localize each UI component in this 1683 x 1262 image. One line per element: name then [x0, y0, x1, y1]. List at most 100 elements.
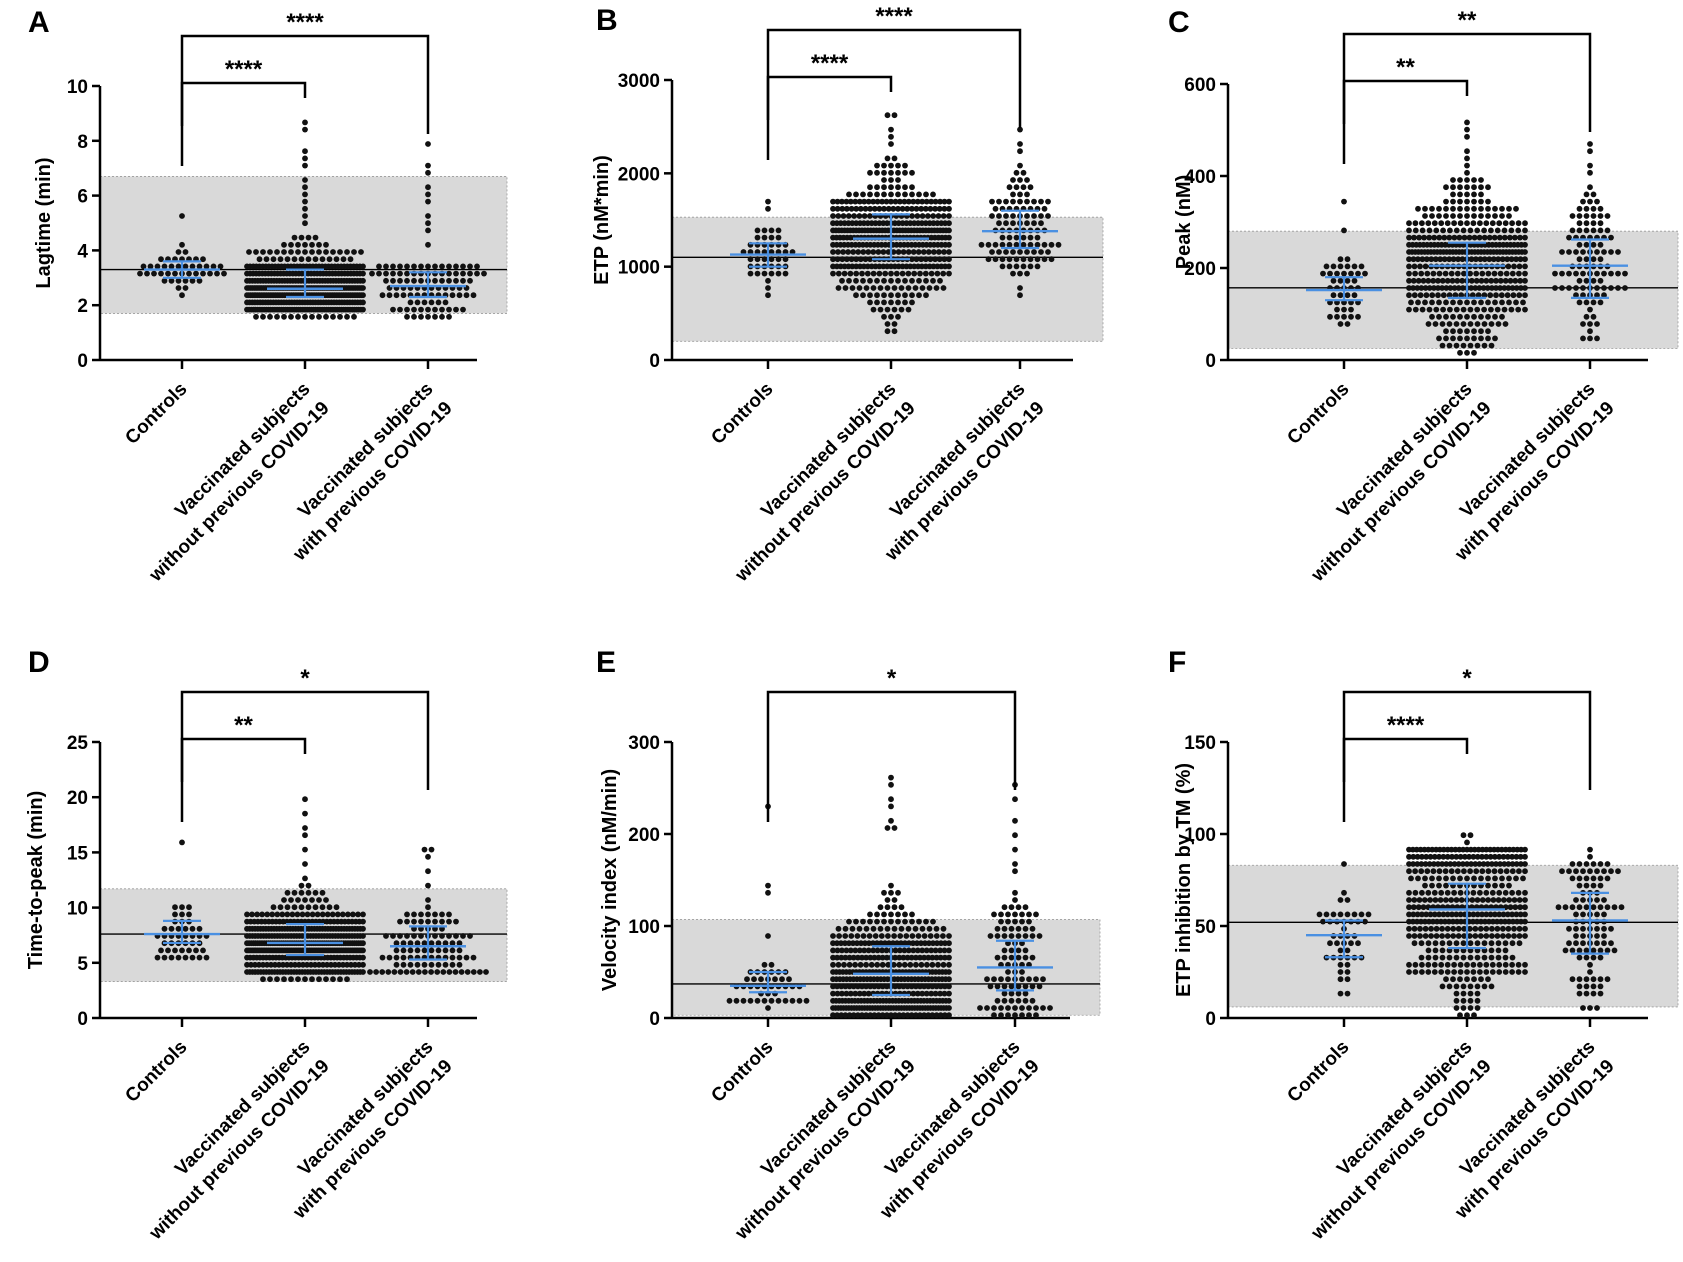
data-point	[1330, 911, 1337, 918]
data-point	[1412, 306, 1419, 313]
data-point	[1048, 256, 1055, 263]
data-point	[1330, 292, 1337, 299]
data-point	[989, 249, 995, 255]
data-point	[846, 961, 853, 968]
data-point	[994, 954, 1001, 961]
data-point	[1481, 983, 1488, 990]
data-point	[830, 249, 836, 255]
data-point	[1495, 940, 1502, 947]
data-point	[1495, 947, 1502, 954]
data-point	[1337, 277, 1344, 284]
data-point	[933, 925, 940, 932]
data-point	[302, 897, 308, 903]
data-point	[439, 306, 445, 313]
data-point	[1406, 285, 1412, 291]
data-point	[834, 940, 840, 947]
data-point	[902, 292, 908, 299]
data-point	[1457, 328, 1463, 335]
data-point	[1439, 947, 1446, 954]
data-point	[925, 1012, 932, 1019]
data-point	[1436, 270, 1443, 277]
data-point	[991, 911, 997, 918]
data-point	[1467, 270, 1473, 277]
data-point	[895, 205, 901, 212]
data-point	[937, 983, 944, 990]
data-point	[1464, 976, 1470, 983]
data-point	[1436, 313, 1442, 320]
data-point	[855, 249, 862, 255]
data-point	[1454, 868, 1461, 875]
data-point	[345, 911, 351, 918]
data-point	[425, 911, 431, 918]
data-point	[1601, 285, 1607, 291]
data-point	[1443, 205, 1449, 212]
data-point	[884, 897, 891, 903]
data-point	[909, 169, 915, 176]
data-point	[1041, 256, 1048, 263]
data-point	[203, 954, 210, 961]
data-point	[1451, 234, 1458, 241]
data-point	[991, 1005, 997, 1011]
data-point	[309, 313, 315, 320]
data-point	[863, 983, 869, 990]
data-point	[830, 940, 836, 947]
data-point	[1587, 148, 1593, 155]
data-point	[425, 853, 431, 860]
data-point	[1489, 925, 1495, 932]
data-point	[1492, 205, 1498, 212]
data-point	[909, 256, 915, 263]
data-point	[1348, 940, 1354, 947]
data-point	[1362, 270, 1368, 277]
data-point	[1012, 897, 1018, 903]
data-point	[1456, 234, 1463, 241]
data-point	[1474, 897, 1481, 903]
data-point	[1594, 933, 1600, 939]
data-point	[870, 249, 877, 255]
data-point	[916, 292, 922, 299]
data-point	[1522, 933, 1528, 939]
data-point	[1006, 263, 1013, 270]
data-point	[1470, 918, 1476, 925]
data-point	[919, 213, 926, 219]
data-point	[852, 947, 859, 954]
data-point	[884, 328, 891, 335]
data-point	[733, 997, 740, 1004]
data-point	[1512, 904, 1519, 911]
data-point	[888, 803, 894, 810]
data-point	[425, 868, 431, 875]
data-point	[897, 198, 903, 205]
data-point	[998, 911, 1004, 918]
data-point	[446, 313, 452, 320]
panel-letter: E	[596, 646, 616, 679]
data-point	[1417, 263, 1423, 270]
data-point	[1017, 148, 1023, 155]
data-point	[987, 933, 994, 939]
data-point	[898, 940, 904, 947]
data-point	[1594, 940, 1600, 947]
data-point	[1348, 313, 1354, 320]
data-point	[302, 796, 308, 803]
data-point	[1518, 861, 1524, 867]
data-point	[467, 270, 473, 277]
data-point	[1497, 868, 1504, 875]
data-point	[483, 969, 489, 975]
data-point	[203, 263, 210, 270]
data-point	[896, 1012, 903, 1019]
data-point	[435, 299, 442, 306]
data-point	[1365, 911, 1372, 918]
data-point	[281, 897, 287, 903]
data-point	[1594, 285, 1600, 291]
data-point	[900, 983, 907, 990]
data-point	[1337, 947, 1344, 954]
data-point	[867, 184, 873, 191]
data-point	[850, 940, 856, 947]
data-point	[397, 306, 403, 313]
data-point	[846, 983, 853, 990]
data-point	[1422, 205, 1428, 212]
data-point	[835, 213, 842, 219]
significance-label: **	[1458, 7, 1477, 34]
data-point	[1509, 861, 1516, 867]
data-point	[324, 961, 330, 968]
data-point	[751, 976, 757, 983]
data-point	[336, 961, 342, 968]
